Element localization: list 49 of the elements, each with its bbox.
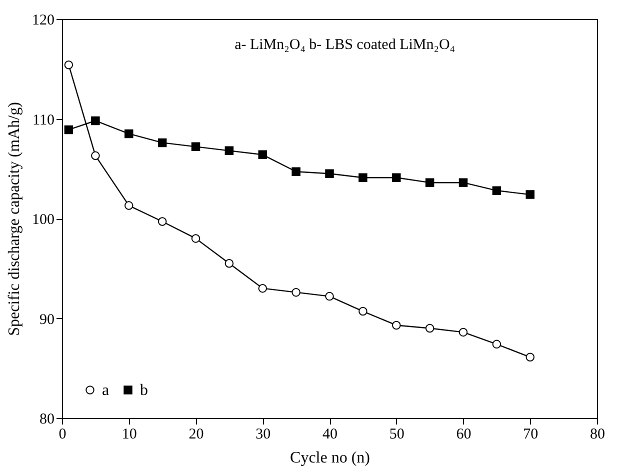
point <box>358 173 368 182</box>
point <box>392 320 401 330</box>
point <box>458 328 468 337</box>
point <box>64 125 74 134</box>
x-tick-label: 50 <box>389 426 404 442</box>
y-tick-label: 90 <box>40 312 54 328</box>
point <box>458 178 468 187</box>
point <box>325 169 334 178</box>
point <box>325 292 334 301</box>
point <box>258 284 267 293</box>
point <box>526 190 534 199</box>
point <box>425 324 434 333</box>
x-tick-label: 0 <box>58 426 66 442</box>
point <box>392 173 401 182</box>
x-axis-title: Cycle no (n) <box>290 450 370 466</box>
y-tick-label: 120 <box>32 12 54 28</box>
x-tick-label: 70 <box>523 426 538 442</box>
x-tick-label: 60 <box>456 426 472 442</box>
x-tick-label: 20 <box>188 426 204 442</box>
point <box>292 288 300 297</box>
x-tick-label: 80 <box>590 426 605 442</box>
y-tick-label: 80 <box>40 412 54 428</box>
point <box>191 234 200 243</box>
legend-label: b <box>140 382 148 399</box>
point <box>124 201 134 210</box>
point <box>91 151 100 160</box>
point <box>124 129 134 138</box>
point <box>91 116 100 126</box>
y-axis-title: Specific discharge capacity (mAh/g) <box>6 102 23 336</box>
y-tick-label: 110 <box>32 112 54 128</box>
point <box>492 340 502 349</box>
x-tick-label: 40 <box>322 426 338 442</box>
legend-label: a <box>102 382 110 399</box>
point <box>258 150 267 160</box>
x-tick-label: 30 <box>256 426 271 442</box>
point <box>492 186 502 195</box>
y-tick-label: 100 <box>32 212 54 228</box>
annotation: a- LiMn₂O₄ b- LBS coated LiMn₂O₄ <box>234 37 456 53</box>
point <box>292 167 300 176</box>
point <box>64 60 74 70</box>
x-tick-label: 10 <box>122 426 137 442</box>
point <box>191 142 200 152</box>
point <box>158 217 167 226</box>
point <box>425 178 434 187</box>
point <box>224 259 234 268</box>
point <box>358 306 368 316</box>
point <box>224 146 234 156</box>
point <box>526 352 534 362</box>
point <box>158 138 167 148</box>
